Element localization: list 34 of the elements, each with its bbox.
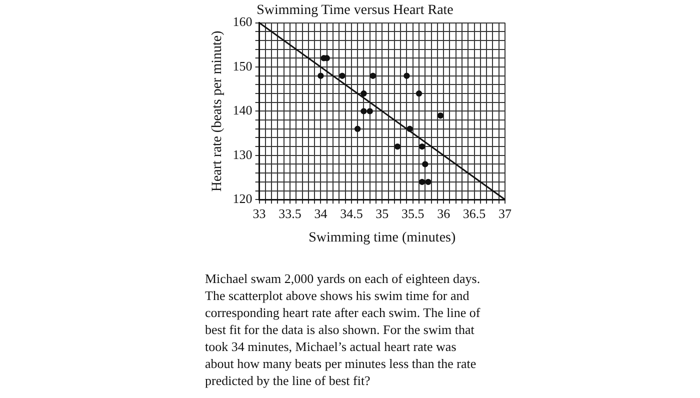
- point: [360, 108, 367, 114]
- y-tick-label: 160: [232, 14, 252, 30]
- point: [394, 143, 401, 150]
- point: [360, 90, 367, 97]
- x-tick-label: 34.5: [340, 206, 363, 221]
- point: [366, 108, 373, 114]
- point: [418, 143, 426, 150]
- point: [354, 126, 361, 132]
- x-tick-label: 33.5: [278, 206, 302, 221]
- x-tick-label: 34: [314, 206, 328, 221]
- point: [370, 72, 376, 79]
- point: [404, 72, 410, 79]
- x-tick-label: 35: [376, 206, 389, 221]
- y-tick-label: 140: [232, 102, 252, 118]
- x-tick-label: 33: [252, 206, 266, 221]
- point: [416, 90, 422, 97]
- x-tick-label: 36: [437, 206, 451, 221]
- point: [318, 72, 324, 79]
- y-tick-label: 130: [232, 146, 252, 162]
- x-tick-label: 35.5: [401, 206, 424, 221]
- chart-title: Swimming Time versus Heart Rate: [256, 3, 454, 18]
- x-tick-label: 36.5: [462, 206, 486, 221]
- x-axis-title: Swimming time (minutes): [308, 230, 456, 246]
- y-tick-label: 120: [232, 191, 252, 206]
- point: [422, 161, 428, 168]
- text: Michael swam 2,000 yards on each of eighteen days. The scatterplot above shows his swim time for and corresponding heart rate after each swim. The line of best fit for the data is also shown. For the swim that took 34 minutes, Michael’s actual heart rate was about how many beats per minutes less than the rate predicted by the line of best fit?: [205, 270, 482, 389]
- point: [339, 72, 346, 79]
- x-tick-label: 37: [498, 206, 512, 221]
- y-axis-title: Heart rate (beats per minute): [210, 30, 226, 192]
- point: [437, 112, 444, 119]
- point: [406, 126, 413, 132]
- y-tick-label: 150: [232, 58, 252, 74]
- point: [425, 178, 432, 186]
- point: [418, 178, 426, 186]
